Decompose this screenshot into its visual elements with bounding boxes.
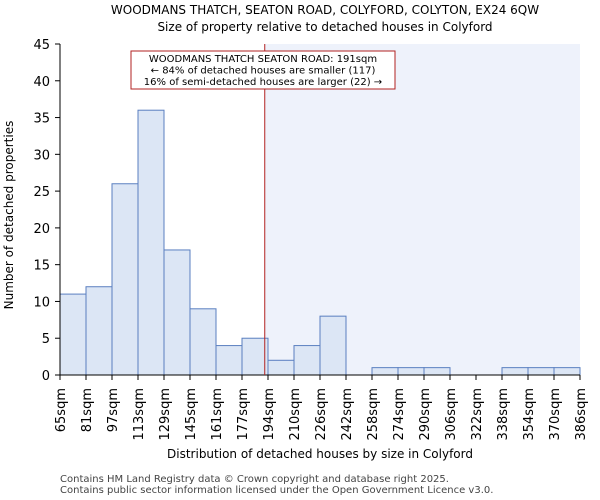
plot-area: 0 5 10 15 20 25 30 35 40 45 65sqm 81sqm 97sqm 113sqm 1… (33, 38, 589, 441)
x-axis-label: Distribution of detached houses by size … (167, 447, 473, 461)
bar (111, 183, 139, 376)
bar (241, 337, 269, 376)
x-tick-label: 177sqm (236, 388, 251, 441)
chart-title: WOODMANS THATCH, SEATON ROAD, COLYFORD, … (111, 3, 539, 17)
bar (59, 293, 87, 376)
x-tick-label: 338sqm (496, 388, 511, 441)
x-tick-label: 81sqm (80, 388, 95, 432)
x-tick-label: 129sqm (158, 388, 173, 441)
bar (501, 367, 529, 376)
bar (137, 109, 165, 376)
bar (553, 367, 581, 376)
bar (215, 345, 243, 376)
y-tick-label: 30 (33, 148, 50, 163)
x-tick-label: 161sqm (210, 388, 225, 441)
x-tick-label: 113sqm (132, 388, 147, 441)
x-tick-label: 322sqm (470, 388, 485, 441)
bar (319, 315, 347, 376)
x-tick-label: 226sqm (314, 388, 329, 441)
x-tick-label: 210sqm (288, 388, 303, 441)
y-tick-label: 10 (33, 295, 50, 310)
y-tick-label: 15 (33, 259, 50, 274)
x-tick-label: 386sqm (574, 388, 589, 441)
footer-copyright: Contains HM Land Registry data © Crown c… (60, 474, 449, 485)
bar (85, 286, 113, 376)
annotation-line: 16% of semi-detached houses are larger (… (144, 77, 382, 88)
annotation-line: ← 84% of detached houses are smaller (11… (151, 66, 376, 77)
y-tick-label: 45 (33, 38, 50, 53)
bar (527, 367, 555, 376)
y-axis-label: Number of detached properties (2, 121, 16, 310)
y-tick-label: 25 (33, 185, 50, 200)
annotation-box (130, 50, 396, 90)
chart-subtitle: Size of property relative to detached ho… (157, 20, 492, 34)
bar (293, 345, 321, 376)
x-tick-label: 274sqm (392, 388, 407, 441)
annotation-line: WOODMANS THATCH SEATON ROAD: 191sqm (149, 54, 377, 65)
x-tick-label: 145sqm (184, 388, 199, 441)
highlight-region (264, 44, 580, 375)
bar (423, 367, 451, 376)
bar (371, 367, 399, 376)
y-tick-label: 20 (33, 222, 50, 237)
x-tick-label: 97sqm (106, 388, 121, 432)
bar (267, 359, 295, 376)
bar (163, 249, 191, 376)
bar (189, 308, 217, 376)
x-tick-label: 354sqm (522, 388, 537, 441)
x-tick-label: 306sqm (444, 388, 459, 441)
x-tick-label: 258sqm (366, 388, 381, 441)
x-tick-label: 194sqm (262, 388, 277, 441)
x-tick-label: 242sqm (340, 388, 355, 441)
x-tick-label: 370sqm (548, 388, 563, 441)
y-tick-label: 40 (33, 75, 50, 90)
x-tick-label: 65sqm (54, 388, 69, 432)
footer-licence: Contains public sector information licen… (60, 485, 494, 496)
y-tick-label: 5 (42, 332, 50, 347)
y-tick-label: 35 (33, 112, 50, 127)
bar (397, 367, 425, 376)
x-tick-label: 290sqm (418, 388, 433, 441)
y-tick-label: 0 (42, 369, 50, 384)
